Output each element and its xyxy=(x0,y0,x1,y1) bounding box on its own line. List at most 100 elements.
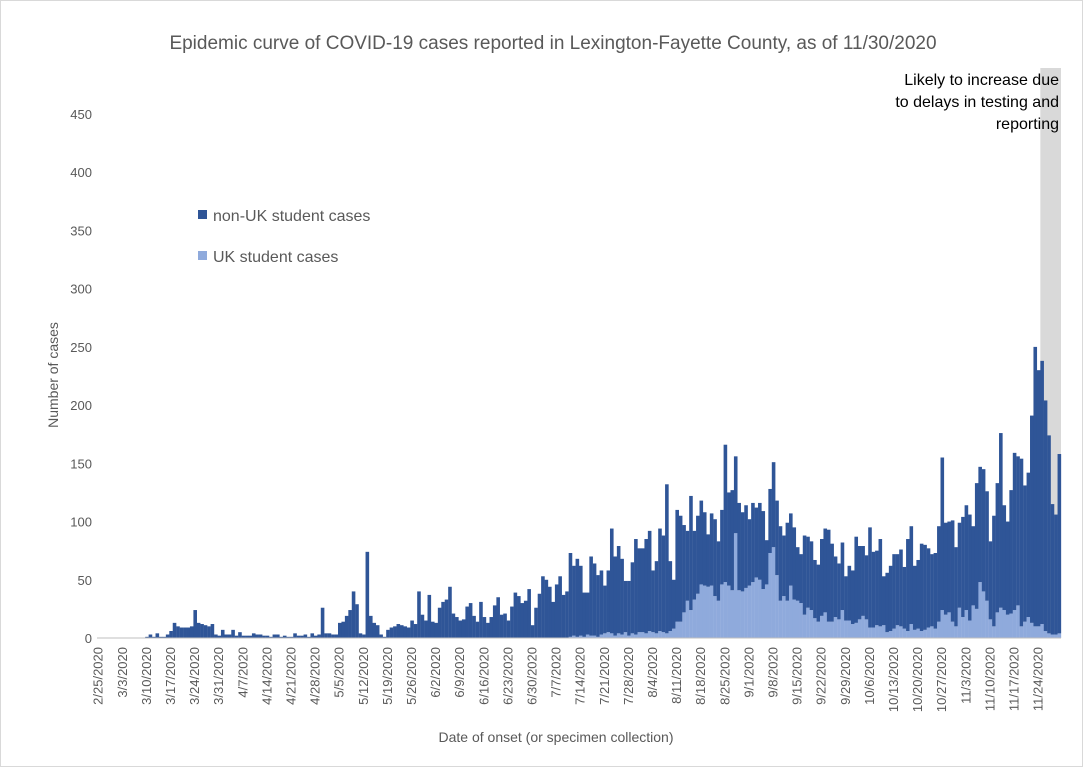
bar-uk-student xyxy=(737,590,741,638)
bar-uk-student xyxy=(895,625,900,638)
bar-uk-student xyxy=(647,631,652,638)
bar-uk-student xyxy=(613,635,618,638)
x-tick-label: 7/14/2020 xyxy=(573,647,588,705)
x-tick-label: 10/13/2020 xyxy=(886,647,901,712)
bar-non-uk-student xyxy=(403,626,408,638)
x-tick-label: 9/8/2020 xyxy=(766,647,781,698)
bar-non-uk-student xyxy=(389,627,394,638)
bar-uk-student xyxy=(1054,634,1058,638)
bar-non-uk-student xyxy=(847,565,852,621)
bar-non-uk-student xyxy=(448,586,452,638)
bar-uk-student xyxy=(974,608,979,638)
bar-non-uk-student xyxy=(627,580,631,636)
bar-non-uk-student xyxy=(355,604,359,638)
bar-non-uk-student xyxy=(468,603,473,638)
bar-non-uk-student xyxy=(296,635,301,638)
bar-uk-student xyxy=(888,631,893,638)
bar-non-uk-student xyxy=(544,579,549,638)
x-tick-label: 8/25/2020 xyxy=(717,647,732,705)
x-tick-label: 11/24/2020 xyxy=(1031,647,1046,711)
bar-non-uk-student xyxy=(658,528,662,632)
bar-non-uk-student xyxy=(320,607,325,638)
bar-uk-student xyxy=(747,585,752,638)
bar-uk-student xyxy=(682,612,686,638)
bar-non-uk-student xyxy=(730,490,735,591)
bar-non-uk-student xyxy=(909,526,914,625)
bar-non-uk-student xyxy=(492,605,497,638)
bar-uk-student xyxy=(651,632,655,638)
bar-uk-student xyxy=(988,619,993,638)
y-axis-label: Number of cases xyxy=(45,322,61,428)
bar-non-uk-student xyxy=(926,548,931,628)
bar-non-uk-student xyxy=(1040,360,1044,625)
bar-non-uk-student xyxy=(248,635,253,638)
bar-non-uk-student xyxy=(186,627,191,638)
bar-non-uk-student xyxy=(317,634,321,638)
bar-non-uk-student xyxy=(727,492,731,586)
bar-non-uk-student xyxy=(231,629,235,638)
bar-non-uk-student xyxy=(258,634,263,638)
bar-uk-student xyxy=(954,626,958,638)
bar-non-uk-student xyxy=(572,565,576,636)
bar-non-uk-student xyxy=(985,491,989,601)
bar-uk-student xyxy=(620,634,624,638)
bar-uk-student xyxy=(637,632,642,638)
bar-uk-student xyxy=(816,621,821,638)
bar-uk-student xyxy=(768,552,772,638)
bar-non-uk-student xyxy=(169,631,173,638)
bar-uk-student xyxy=(912,629,917,638)
bar-non-uk-student xyxy=(906,539,910,632)
bar-uk-student xyxy=(1012,610,1017,638)
bar-non-uk-student xyxy=(596,575,600,637)
bar-non-uk-student xyxy=(1026,472,1031,618)
bar-non-uk-student xyxy=(196,622,201,638)
bar-non-uk-student xyxy=(826,529,831,622)
x-tick-label: 8/18/2020 xyxy=(693,647,708,705)
x-axis-label: Date of onset (or specimen collection) xyxy=(439,729,674,745)
bar-uk-student xyxy=(740,591,745,638)
bar-non-uk-student xyxy=(334,634,339,638)
bar-non-uk-student xyxy=(1057,454,1062,634)
bar-non-uk-student xyxy=(282,635,287,638)
bar-non-uk-student xyxy=(279,636,284,638)
bar-non-uk-student xyxy=(303,634,308,638)
bars-layer xyxy=(145,346,1062,638)
bar-non-uk-student xyxy=(696,515,700,594)
bar-uk-student xyxy=(875,625,879,638)
bar-non-uk-student xyxy=(293,633,297,638)
bar-non-uk-student xyxy=(434,622,438,638)
x-tick-label: 6/16/2020 xyxy=(476,647,491,705)
bar-uk-student xyxy=(892,628,896,638)
y-axis: 0 50 100 150 200 250 300 350 400 450 xyxy=(70,107,92,646)
y-tick-label: 300 xyxy=(70,282,92,297)
bar-non-uk-student xyxy=(324,633,328,638)
bar-uk-student xyxy=(885,632,890,638)
legend-label-uk: UK student cases xyxy=(213,249,338,266)
bar-non-uk-student xyxy=(458,620,463,638)
bar-non-uk-student xyxy=(534,607,538,638)
bar-uk-student xyxy=(644,633,649,638)
bar-uk-student xyxy=(758,579,762,638)
bar-non-uk-student xyxy=(1012,452,1017,611)
bar-non-uk-student xyxy=(678,515,683,622)
bar-non-uk-student xyxy=(362,634,366,638)
bar-uk-student xyxy=(733,533,738,638)
bar-non-uk-student xyxy=(689,495,693,611)
bar-non-uk-student xyxy=(713,519,717,597)
x-tick-label: 5/19/2020 xyxy=(380,647,395,705)
bar-non-uk-student xyxy=(561,594,566,638)
bar-uk-student xyxy=(775,575,779,638)
bar-non-uk-student xyxy=(179,627,184,638)
bar-uk-student xyxy=(930,626,934,638)
x-tick-label: 6/23/2020 xyxy=(500,647,515,705)
bar-non-uk-student xyxy=(957,522,962,608)
annotation-line: Likely to increase due xyxy=(904,72,1059,89)
bar-non-uk-student xyxy=(661,535,666,633)
bar-non-uk-student xyxy=(971,526,976,606)
bar-non-uk-student xyxy=(837,563,841,620)
bar-uk-student xyxy=(665,633,669,638)
bar-non-uk-student xyxy=(413,624,418,638)
bar-uk-student xyxy=(778,600,783,638)
